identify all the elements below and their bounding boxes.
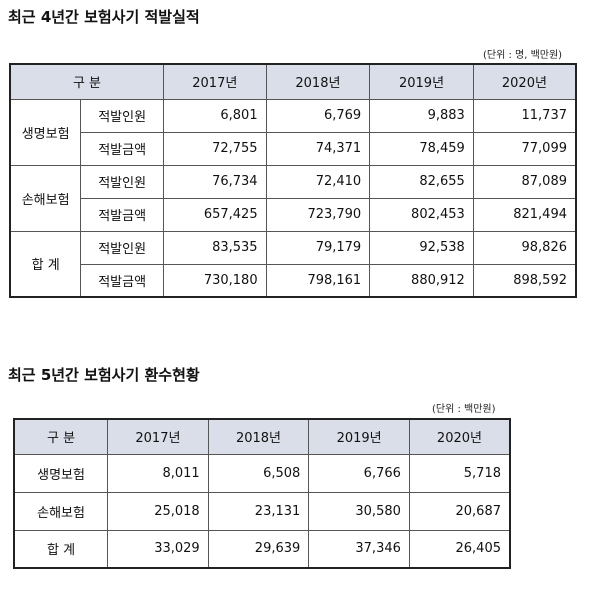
table-cell: 98,826 <box>472 230 577 265</box>
table-cell: 898,592 <box>472 263 577 298</box>
table2-header-year: 2020년 <box>408 418 511 455</box>
row-label: 적발금액 <box>80 263 164 298</box>
table-cell: 26,405 <box>408 529 511 569</box>
row-label: 합 계 <box>13 529 109 569</box>
table-cell: 880,912 <box>369 263 474 298</box>
table-row: 적발금액 657,425 723,790 802,453 821,494 <box>10 197 577 232</box>
table-cell: 72,755 <box>162 131 267 166</box>
row-label: 생명보험 <box>13 453 109 493</box>
table1-header-year: 2017년 <box>162 63 267 100</box>
table-cell: 730,180 <box>162 263 267 298</box>
fraud-detection-table: 구 분 2017년 2018년 2019년 2020년 생명보험 적발인원 6,… <box>9 63 577 298</box>
table-cell: 82,655 <box>369 164 474 199</box>
table-cell: 74,371 <box>265 131 371 166</box>
table-row: 합 계 적발인원 83,535 79,179 92,538 98,826 <box>9 230 577 298</box>
row-label: 적발인원 <box>80 230 164 265</box>
table-cell: 11,737 <box>472 98 577 133</box>
table-cell: 77,099 <box>472 131 577 166</box>
table-cell: 802,453 <box>369 197 474 232</box>
table-cell: 29,639 <box>207 529 310 569</box>
group-label-total: 합 계 <box>9 230 82 298</box>
table1-header-row: 구 분 2017년 2018년 2019년 2020년 <box>9 63 577 100</box>
table-cell: 6,769 <box>265 98 371 133</box>
table-cell: 657,425 <box>162 197 267 232</box>
table-cell: 23,131 <box>207 491 310 531</box>
table-cell: 76,734 <box>162 164 267 199</box>
table2-header-category: 구 분 <box>13 418 109 455</box>
table-cell: 83,535 <box>162 230 267 265</box>
table-cell: 20,687 <box>408 491 511 531</box>
table-cell: 30,580 <box>308 491 410 531</box>
table2-unit: (단위 : 백만원) <box>432 404 496 415</box>
table-cell: 37,346 <box>308 529 410 569</box>
table-row: 생명보험 적발인원 6,801 6,769 9,883 11,737 <box>9 98 577 166</box>
table-cell: 798,161 <box>265 263 371 298</box>
group-label-nonlife: 손해보험 <box>9 164 82 232</box>
row-label: 적발금액 <box>80 131 164 166</box>
table2-header-year: 2017년 <box>107 418 209 455</box>
table-row: 적발금액 72,755 74,371 78,459 77,099 <box>10 131 577 166</box>
table-cell: 9,883 <box>369 98 474 133</box>
table-cell: 78,459 <box>369 131 474 166</box>
table-row: 생명보험 8,011 6,508 6,766 5,718 <box>13 453 511 493</box>
table1-header-year: 2018년 <box>265 63 371 100</box>
table-row: 합 계 33,029 29,639 37,346 26,405 <box>13 529 511 569</box>
row-label: 적발금액 <box>80 197 164 232</box>
row-label: 적발인원 <box>80 98 164 133</box>
table2-header-year: 2018년 <box>207 418 310 455</box>
table2-header-row: 구 분 2017년 2018년 2019년 2020년 <box>13 418 511 455</box>
table-cell: 33,029 <box>107 529 209 569</box>
row-label: 손해보험 <box>13 491 109 531</box>
table2-title: 최근 5년간 보험사기 환수현황 <box>8 366 200 384</box>
table-cell: 5,718 <box>408 453 511 493</box>
table-cell: 92,538 <box>369 230 474 265</box>
table-cell: 6,508 <box>207 453 310 493</box>
table1-unit: (단위 : 명, 백만원) <box>483 50 563 61</box>
table-cell: 25,018 <box>107 491 209 531</box>
table1-header-category: 구 분 <box>9 63 164 100</box>
fraud-recovery-table: 구 분 2017년 2018년 2019년 2020년 생명보험 8,011 6… <box>13 418 511 569</box>
table-cell: 6,766 <box>308 453 410 493</box>
table1-title: 최근 4년간 보험사기 적발실적 <box>8 8 200 26</box>
table-row: 손해보험 25,018 23,131 30,580 20,687 <box>13 491 511 531</box>
group-label-life: 생명보험 <box>9 98 82 166</box>
row-label: 적발인원 <box>80 164 164 199</box>
table-cell: 821,494 <box>472 197 577 232</box>
table-row: 적발금액 730,180 798,161 880,912 898,592 <box>10 263 577 298</box>
table-cell: 8,011 <box>107 453 209 493</box>
table1-header-year: 2020년 <box>472 63 577 100</box>
table-cell: 723,790 <box>265 197 371 232</box>
table-row: 손해보험 적발인원 76,734 72,410 82,655 87,089 <box>9 164 577 232</box>
table1-header-year: 2019년 <box>369 63 474 100</box>
table-cell: 87,089 <box>472 164 577 199</box>
table2-header-year: 2019년 <box>308 418 410 455</box>
table-cell: 79,179 <box>265 230 371 265</box>
table-cell: 72,410 <box>265 164 371 199</box>
table-cell: 6,801 <box>162 98 267 133</box>
